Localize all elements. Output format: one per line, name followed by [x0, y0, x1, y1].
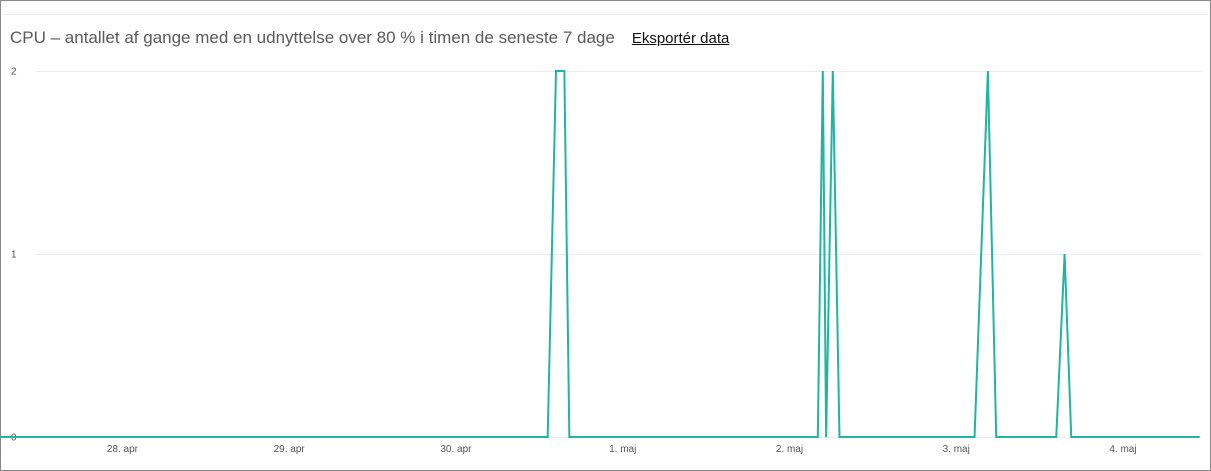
chart-title: CPU – antallet af gange med en udnyttels…: [10, 28, 615, 47]
y-tick-label: 1: [11, 250, 17, 261]
x-tick-label: 29. apr: [274, 444, 306, 455]
x-axis-ticks: 28. apr 29. apr 30. apr 1. maj 2. maj 3. maj 4…: [107, 444, 1137, 455]
chart-header: CPU – antallet af gange med en udnyttels…: [10, 27, 729, 49]
export-data-link[interactable]: Eksportér data: [631, 29, 730, 47]
y-axis-ticks: 012: [11, 67, 17, 444]
x-tick-label: 30. apr: [440, 444, 472, 455]
x-tick-label: 2. maj: [776, 444, 803, 455]
x-tick-label: 28. apr: [107, 444, 139, 455]
series-layer: [0, 70, 1200, 438]
x-tick-label: 4. maj: [1109, 444, 1136, 455]
panel-top-divider: [2, 14, 1209, 15]
x-tick-label: 1. maj: [609, 444, 636, 455]
x-tick-label: 3. maj: [943, 444, 970, 455]
grid-lines: [36, 71, 1201, 438]
series-line: [0, 70, 1200, 438]
y-tick-label: 2: [11, 67, 17, 78]
